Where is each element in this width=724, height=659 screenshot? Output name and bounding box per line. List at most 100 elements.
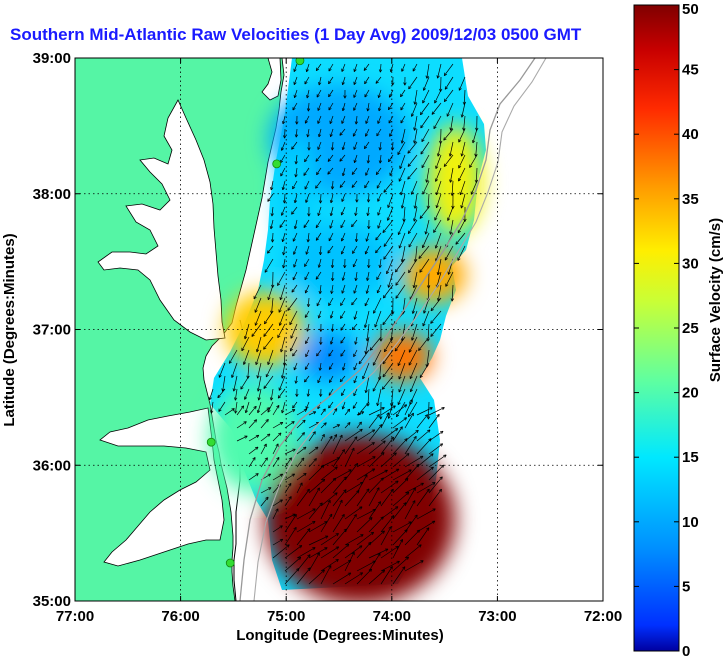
vector-head bbox=[329, 225, 333, 229]
velocity-vector bbox=[248, 473, 259, 481]
velocity-vector bbox=[317, 375, 322, 384]
vector-field bbox=[208, 63, 479, 585]
vector-head bbox=[376, 276, 380, 281]
vector-head bbox=[323, 422, 327, 426]
vector-head bbox=[416, 529, 421, 533]
vector-head bbox=[218, 408, 222, 412]
vector-head bbox=[400, 120, 404, 124]
vector-head bbox=[306, 134, 310, 138]
vector-head bbox=[449, 127, 453, 131]
vector-head bbox=[402, 566, 406, 570]
vector-head bbox=[365, 120, 369, 124]
velocity-vector bbox=[305, 245, 310, 255]
vector-head bbox=[364, 251, 368, 255]
velocity-vector bbox=[292, 102, 298, 111]
vector-head bbox=[279, 296, 283, 301]
velocity-vector bbox=[469, 154, 478, 168]
vector-head bbox=[341, 120, 345, 124]
velocity-vector bbox=[320, 434, 325, 442]
velocity-vector bbox=[401, 128, 406, 144]
velocity-vector bbox=[291, 206, 298, 215]
vector-head bbox=[364, 94, 368, 98]
velocity-vector bbox=[344, 506, 363, 520]
velocity-vector bbox=[436, 180, 442, 195]
vector-head bbox=[383, 189, 387, 193]
vector-head bbox=[221, 388, 225, 392]
velocity-vector bbox=[332, 514, 345, 533]
y-axis-label: Latitude (Degrees:Minutes) bbox=[1, 233, 18, 426]
velocity-vector bbox=[248, 457, 256, 468]
velocity-vector bbox=[292, 401, 298, 409]
vector-head bbox=[343, 489, 347, 493]
velocity-vector bbox=[364, 76, 370, 85]
velocity-vector bbox=[320, 499, 331, 520]
velocity-vector bbox=[376, 388, 382, 406]
velocity-vector bbox=[320, 565, 332, 585]
vector-head bbox=[376, 290, 380, 294]
velocity-vector bbox=[416, 453, 434, 468]
colorbar-tick-label: 10 bbox=[682, 514, 699, 531]
vector-head bbox=[299, 482, 303, 486]
velocity-vector bbox=[307, 128, 310, 138]
vector-head bbox=[386, 412, 390, 416]
vector-head bbox=[352, 264, 356, 268]
velocity-vector bbox=[427, 284, 430, 302]
velocity-vector bbox=[433, 115, 442, 129]
vector-head bbox=[217, 394, 221, 399]
vector-head bbox=[449, 179, 453, 183]
vector-head bbox=[244, 396, 248, 400]
vector-head bbox=[436, 413, 440, 418]
velocity-vector bbox=[368, 424, 383, 442]
vector-head bbox=[460, 153, 464, 157]
vector-head bbox=[353, 94, 357, 98]
velocity-vector bbox=[351, 323, 358, 331]
velocity-vector bbox=[320, 466, 338, 481]
vector-head bbox=[304, 186, 308, 190]
vector-head bbox=[330, 186, 335, 190]
vector-head bbox=[301, 432, 305, 436]
velocity-vector bbox=[248, 419, 257, 429]
vector-head bbox=[457, 257, 461, 261]
vector-head bbox=[321, 569, 325, 573]
velocity-vector bbox=[308, 465, 325, 481]
velocity-vector bbox=[353, 63, 358, 72]
velocity-vector bbox=[264, 258, 274, 273]
vector-head bbox=[374, 324, 378, 328]
vector-head bbox=[377, 212, 381, 216]
velocity-vector bbox=[248, 446, 259, 455]
velocity-vector bbox=[330, 128, 334, 137]
velocity-vector bbox=[392, 417, 407, 429]
velocity-vector bbox=[284, 421, 295, 429]
vector-head bbox=[381, 530, 385, 534]
velocity-vector bbox=[369, 336, 382, 351]
velocity-vector bbox=[377, 206, 382, 216]
velocity-vector bbox=[425, 219, 430, 235]
velocity-vector bbox=[295, 154, 298, 165]
velocity-vector bbox=[280, 284, 286, 300]
vector-head bbox=[253, 405, 257, 410]
velocity-vector bbox=[282, 258, 286, 269]
vector-head bbox=[400, 258, 405, 263]
vector-head bbox=[355, 199, 359, 203]
vector-head bbox=[266, 433, 271, 437]
velocity-vector bbox=[320, 193, 322, 204]
vector-head bbox=[407, 176, 411, 180]
vector-head bbox=[399, 165, 403, 169]
vector-head bbox=[307, 554, 311, 558]
vector-head bbox=[412, 68, 416, 72]
velocity-vector bbox=[222, 375, 226, 392]
vector-head bbox=[434, 100, 438, 104]
velocity-vector bbox=[408, 232, 418, 248]
vector-head bbox=[420, 560, 424, 564]
velocity-vector bbox=[368, 530, 385, 546]
vector-head bbox=[373, 310, 377, 314]
velocity-vector bbox=[243, 349, 250, 365]
vector-head bbox=[294, 174, 298, 178]
vector-head bbox=[433, 229, 437, 233]
vector-head bbox=[306, 393, 310, 397]
velocity-vector bbox=[247, 362, 250, 379]
velocity-vector bbox=[327, 245, 334, 254]
velocity-vector bbox=[368, 477, 384, 494]
vector-head bbox=[263, 333, 267, 337]
vector-head bbox=[413, 205, 417, 209]
